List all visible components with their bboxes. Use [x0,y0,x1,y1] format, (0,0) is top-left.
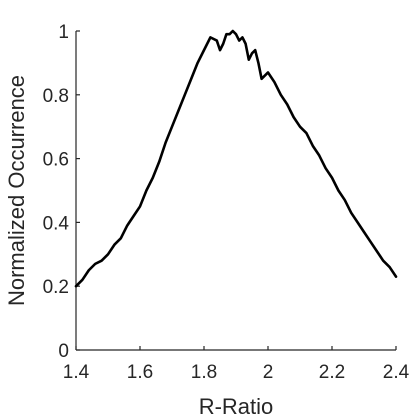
y-tick-label: 0.6 [43,150,69,171]
y-tick-label: 0.8 [43,86,69,107]
x-ticks: 1.4 1.6 1.8 2 2.2 2.4 [63,346,410,383]
x-tick-label: 1.4 [63,362,90,383]
axes [75,31,396,351]
series-group [74,29,398,288]
series-line [74,29,398,288]
x-tick-label: 2.4 [383,362,410,383]
y-tick-label: 0.2 [43,277,69,298]
y-tick-label: 1 [58,22,69,43]
x-tick-label: 1.8 [191,362,217,383]
x-tick-label: 2 [263,362,274,383]
y-tick-label: 0 [58,341,69,362]
x-tick-label: 1.6 [127,362,153,383]
y-tick-label: 0.4 [43,213,70,234]
x-axis-label: R-Ratio [199,394,274,419]
y-ticks: 0 0.2 0.4 0.6 0.8 1 [43,22,80,362]
y-axis-label: Normalized Occurrence [4,75,29,306]
x-tick-label: 2.2 [319,362,345,383]
